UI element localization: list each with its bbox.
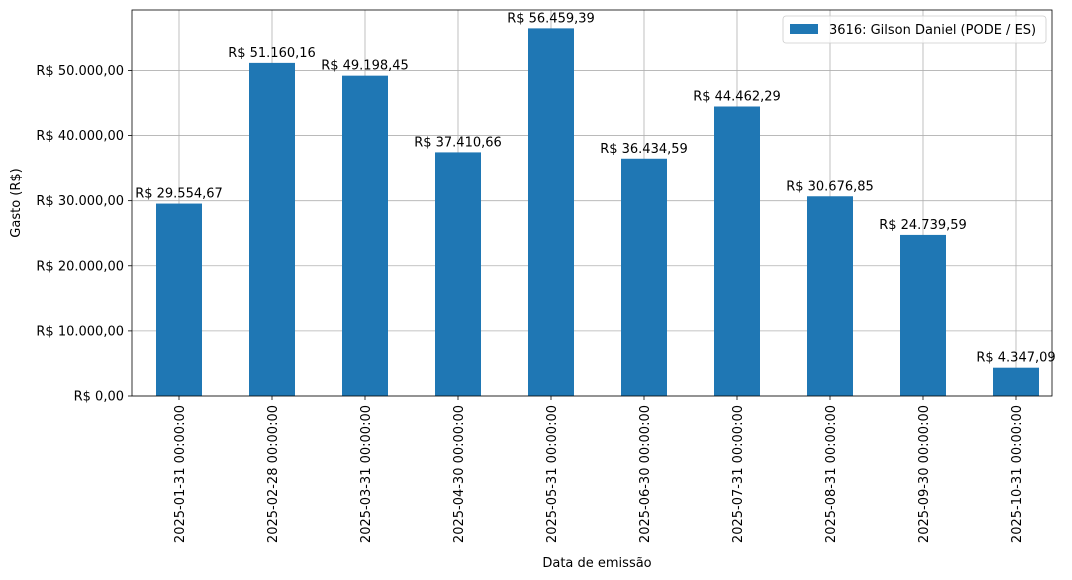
- bar-value-label: R$ 29.554,67: [135, 187, 223, 202]
- y-axis-ticks: R$ 0,00 R$ 10.000,00 R$ 20.000,00 R$ 30.000…: [36, 64, 132, 405]
- bars: [156, 28, 1039, 397]
- bar: [714, 106, 760, 396]
- x-axis-ticks: 2025-01-31 00:00:00 2025-02-28 00:00:00 20…: [173, 396, 1025, 543]
- bar: [993, 367, 1039, 396]
- x-tick-label: 2025-03-31 00:00:00: [359, 405, 374, 543]
- y-tick-label: R$ 20.000,00: [36, 259, 124, 274]
- legend-entry-label: 3616: Gilson Daniel (PODE / ES): [829, 23, 1036, 38]
- bar: [156, 203, 202, 396]
- x-tick-label: 2025-01-31 00:00:00: [173, 405, 188, 543]
- y-tick-label: R$ 40.000,00: [36, 129, 124, 144]
- x-tick-label: 2025-02-28 00:00:00: [266, 405, 281, 543]
- x-tick-label: 2025-10-31 00:00:00: [1010, 405, 1025, 543]
- bar-value-label: R$ 30.676,85: [786, 179, 874, 194]
- legend: 3616: Gilson Daniel (PODE / ES): [782, 15, 1047, 44]
- bar: [900, 234, 946, 396]
- y-tick-label: R$ 30.000,00: [36, 194, 124, 209]
- legend-box: [782, 15, 1047, 44]
- bar: [435, 152, 481, 396]
- bar-value-label: R$ 24.739,59: [879, 218, 967, 233]
- bar-value-label: R$ 36.434,59: [600, 142, 688, 157]
- bar: [342, 75, 388, 396]
- bar-value-label: R$ 37.410,66: [414, 135, 502, 150]
- y-tick-label: R$ 0,00: [74, 390, 124, 405]
- legend-swatch: [790, 24, 818, 34]
- bar-value-label: R$ 44.462,29: [693, 89, 781, 104]
- x-tick-label: 2025-08-31 00:00:00: [824, 405, 839, 543]
- bar-value-labels: R$ 29.554,67 R$ 51.160,16 R$ 49.198,45 R$ 3…: [135, 11, 1055, 365]
- bar: [528, 28, 574, 397]
- bar-value-label: R$ 51.160,16: [228, 46, 316, 61]
- bar: [249, 62, 295, 396]
- bar-value-label: R$ 49.198,45: [321, 59, 409, 74]
- x-axis-label: Data de emissão: [542, 556, 651, 571]
- bar-value-label: R$ 56.459,39: [507, 11, 595, 26]
- x-tick-label: 2025-07-31 00:00:00: [731, 405, 746, 543]
- y-tick-label: R$ 50.000,00: [36, 64, 124, 79]
- plot-frame: [131, 9, 1053, 397]
- x-tick-label: 2025-05-31 00:00:00: [545, 405, 560, 543]
- x-tick-label: 2025-04-30 00:00:00: [452, 405, 467, 543]
- bar-value-label: R$ 4.347,09: [976, 351, 1055, 366]
- y-tick-label: R$ 10.000,00: [36, 324, 124, 339]
- x-tick-label: 2025-09-30 00:00:00: [917, 405, 932, 543]
- bar: [621, 158, 667, 396]
- bar: [807, 196, 853, 396]
- x-tick-label: 2025-06-30 00:00:00: [638, 405, 653, 543]
- y-axis-label: Gasto (R$): [9, 168, 24, 237]
